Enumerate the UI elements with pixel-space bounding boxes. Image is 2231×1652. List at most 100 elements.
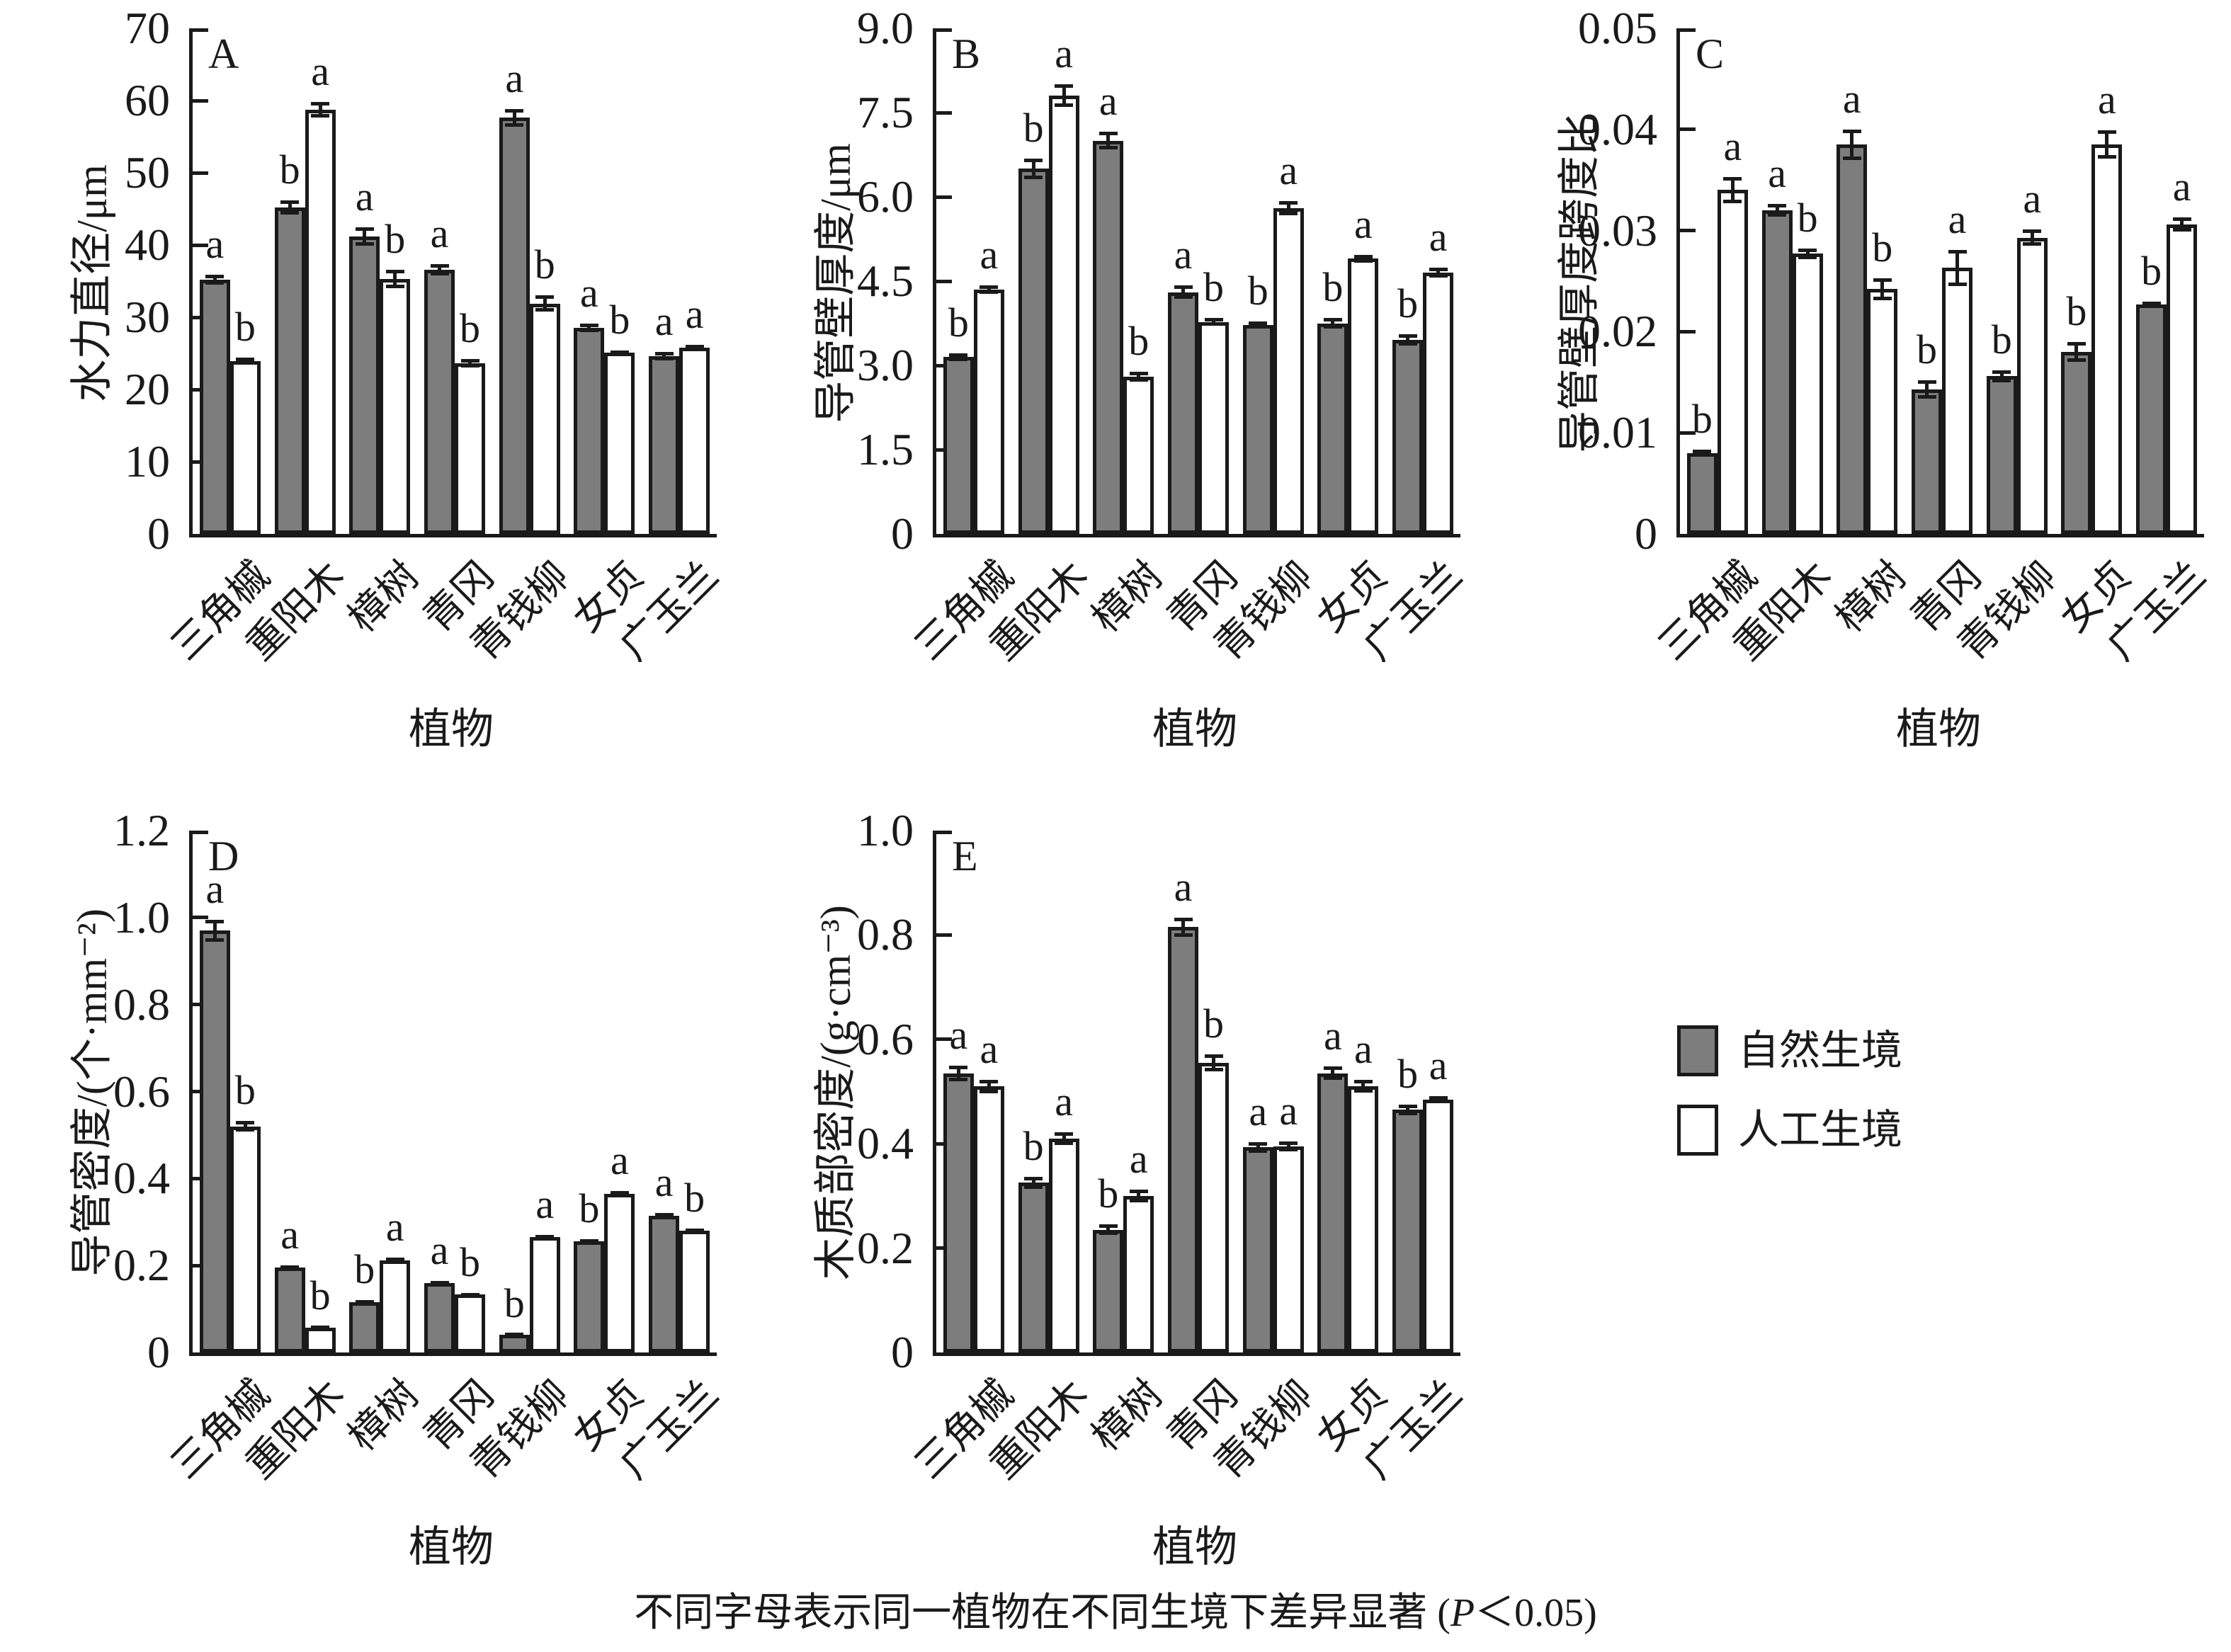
error-bar	[949, 1065, 968, 1081]
y-tick-label: 0	[891, 1327, 914, 1377]
plot-area-d: D 0 0.2 0.4 0.6 0.8 1.0 1.2 a b 三角槭 a b 重阳木 b a 樟树 a b 青冈 b…	[113, 808, 727, 1488]
error-bar	[385, 1257, 404, 1264]
y-tick-label: 0.05	[1578, 3, 1657, 53]
error-bar	[1099, 132, 1118, 150]
error-bar	[2142, 301, 2161, 308]
error-bar	[654, 351, 674, 361]
bar-natural	[649, 1215, 680, 1352]
bar-natural	[1018, 1183, 1049, 1352]
significance-letter: a	[1279, 1087, 1298, 1134]
error-bar	[980, 1079, 999, 1093]
y-tick-label: 20	[125, 364, 170, 414]
significance-letter: b	[1797, 195, 1818, 241]
y-tick	[1680, 329, 1696, 334]
bar-natural	[649, 356, 680, 534]
legend-label-artificial: 人工生境	[1738, 1107, 1903, 1153]
bar-natural	[1837, 144, 1868, 534]
bar-natural	[574, 1241, 605, 1352]
panel-a: 水力直径/μm A 0 10 20 30 40 50 60 70 a b 三角槭 b a 重阳木 a b 樟树 a…	[0, 0, 744, 793]
error-bar	[1353, 1080, 1373, 1093]
error-bar	[2172, 217, 2191, 232]
panel-c: 导管壁厚度跨度比 C 0 0.01 0.02 0.03 0.04 0.05 b a 三角槭 a b 重…	[1487, 0, 2231, 793]
error-bar	[1398, 1104, 1417, 1115]
x-axis-title: 植物	[409, 706, 494, 753]
y-tick-label: 0	[147, 1327, 170, 1377]
bar-artificial	[1198, 321, 1229, 534]
bar-artificial	[2016, 237, 2048, 534]
y-tick	[936, 1037, 952, 1042]
significance-letter: a	[1055, 1078, 1073, 1124]
bar-artificial	[679, 347, 710, 534]
significance-letter: b	[1247, 268, 1268, 314]
x-axis-title: 植物	[1152, 1524, 1237, 1571]
bar-artificial	[2091, 144, 2123, 534]
significance-letter: b	[1397, 1050, 1419, 1097]
error-bar	[1398, 334, 1417, 346]
bar-artificial	[1048, 96, 1079, 534]
y-tick	[936, 279, 952, 283]
error-bar	[1249, 1142, 1268, 1153]
bar-natural	[574, 328, 605, 534]
y-tick-label: 10	[125, 436, 170, 486]
bar-artificial	[380, 278, 411, 534]
significance-letter: b	[1203, 264, 1224, 311]
bar-natural	[1317, 323, 1349, 534]
y-tick	[1680, 28, 1696, 32]
x-axis-title: 植物	[409, 1524, 494, 1571]
significance-letter: a	[1249, 1088, 1268, 1134]
significance-letter: b	[279, 146, 300, 193]
error-bar	[280, 1265, 300, 1270]
caption-text: 不同字母表示同一植物在不同生境下差异显著 (	[634, 1591, 1451, 1635]
y-tick-label: 4.5	[857, 256, 914, 306]
y-axis-title: 导管壁厚度跨度比	[1556, 113, 1603, 453]
y-tick	[936, 110, 952, 115]
y-tick	[193, 171, 208, 175]
significance-letter: b	[504, 1280, 525, 1327]
error-bar	[685, 1228, 704, 1234]
error-bar	[460, 1292, 479, 1297]
significance-letter: b	[460, 1238, 480, 1285]
error-bar	[355, 1299, 374, 1306]
y-tick-label: 0.6	[857, 1013, 914, 1064]
error-bar	[1798, 249, 1817, 259]
y-tick-label: 0.8	[113, 979, 170, 1030]
x-tick-label: 樟树	[1084, 1372, 1172, 1459]
significance-letter: a	[1174, 864, 1193, 911]
bar-natural	[1093, 1229, 1124, 1352]
error-bar	[1948, 249, 1967, 287]
error-bar	[311, 1326, 330, 1330]
y-tick	[193, 916, 208, 920]
error-bar	[1353, 254, 1373, 263]
bar-natural	[274, 1268, 305, 1352]
bar-artificial	[1867, 289, 1898, 534]
bar-natural	[1242, 324, 1273, 534]
error-bar	[1249, 321, 1268, 329]
significance-letter: a	[385, 1203, 404, 1250]
bar-artificial	[455, 363, 485, 534]
bar-artificial	[1048, 1138, 1079, 1352]
bar-artificial	[1423, 1099, 1454, 1352]
significance-letter: a	[1354, 200, 1373, 247]
error-bar	[1693, 450, 1712, 457]
significance-letter: a	[2098, 76, 2116, 123]
error-bar	[205, 919, 225, 942]
legend-item-artificial: 人工生境	[1677, 1105, 1902, 1156]
significance-letter: a	[205, 865, 225, 912]
significance-letter: b	[1128, 317, 1149, 364]
bar-artificial	[1942, 268, 1972, 534]
significance-letter: b	[609, 296, 630, 343]
bar-artificial	[1423, 273, 1454, 534]
bar-natural	[424, 269, 455, 534]
error-bar	[1099, 1224, 1118, 1236]
significance-letter: a	[1948, 195, 1967, 242]
bar-artificial	[455, 1294, 485, 1352]
bar-natural	[1018, 169, 1049, 534]
significance-letter: a	[654, 297, 674, 344]
y-tick-label: 1.2	[113, 805, 170, 855]
significance-letter: a	[611, 1137, 629, 1183]
y-tick-label: 0.4	[113, 1153, 170, 1204]
significance-letter: a	[1324, 1013, 1342, 1059]
bar-natural	[424, 1282, 455, 1352]
x-axis-title: 植物	[1152, 706, 1237, 753]
y-tick-label: 0	[147, 508, 170, 559]
